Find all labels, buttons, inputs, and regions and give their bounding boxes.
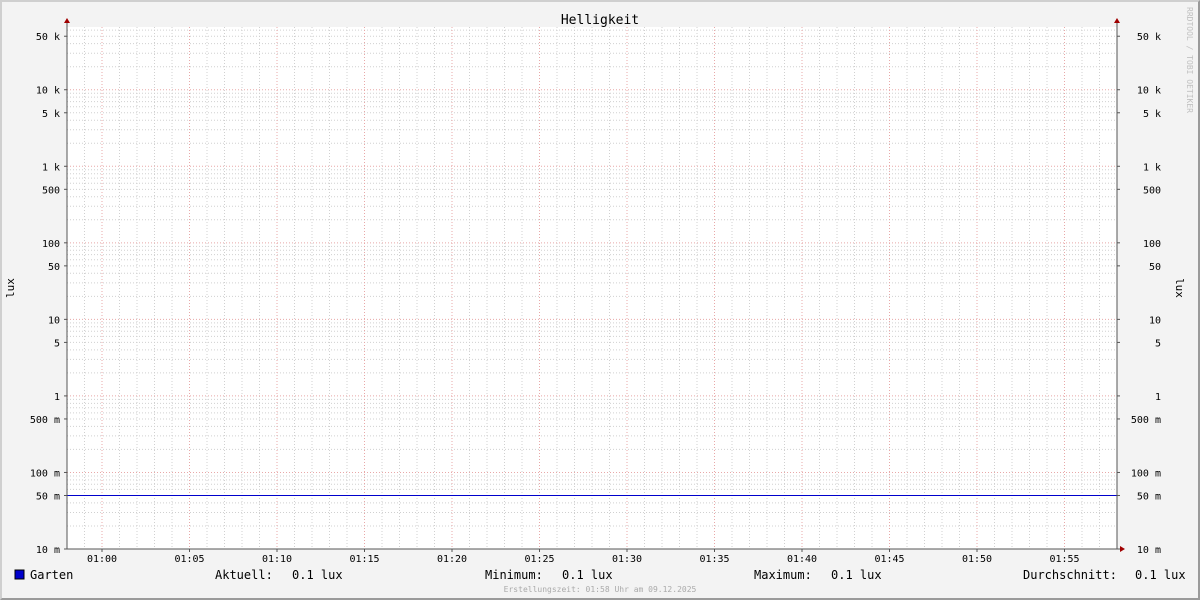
y-tick-label-left: 50 m [36,491,60,502]
y-tick-label-right: 10 [1149,315,1161,326]
watermark: RRDTOOL / TOBI OETIKER [1185,7,1194,113]
y-tick-label-right: 100 [1143,239,1161,250]
x-tick-label: 01:30 [612,554,642,565]
y-tick-label-right: 500 [1143,185,1161,196]
y-tick-label-left: 100 [42,239,60,250]
y-tick-label-left: 5 [54,338,60,349]
legend-minimum-label: Minimum: [485,568,543,582]
x-tick-label: 01:25 [524,554,554,565]
x-tick-label: 01:45 [874,554,904,565]
footer-timestamp: Erstellungszeit: 01:58 Uhr am 09.12.2025 [504,585,697,594]
legend-swatch-garten [14,569,25,580]
legend-series-name: Garten [30,568,73,582]
legend-durchschnitt-label: Durchschnitt: [1023,568,1117,582]
y-tick-label-left: 500 m [30,415,60,426]
y-tick-label-right: 50 [1149,262,1161,273]
legend-aktuell-label: Aktuell: [215,568,273,582]
x-tick-label: 01:20 [437,554,467,565]
y-axis-arrow-right [1114,18,1120,23]
y-axis-label-right: lux [1173,278,1186,298]
legend-aktuell-value: 0.1 lux [292,568,343,582]
x-tick-label: 01:40 [787,554,817,565]
y-tick-label-left: 500 [42,185,60,196]
x-tick-label: 01:00 [87,554,117,565]
y-axis-arrow-left [64,18,70,23]
y-tick-label-right: 500 m [1131,415,1161,426]
x-tick-label: 01:05 [174,554,204,565]
y-tick-label-left: 50 [48,262,60,273]
y-tick-label-right: 1 k [1143,162,1161,173]
x-tick-label: 01:10 [262,554,292,565]
y-tick-label-right: 10 k [1137,86,1161,97]
chart-title: Helligkeit [561,13,639,28]
legend-maximum-value: 0.1 lux [831,568,882,582]
y-tick-label-right: 5 [1155,338,1161,349]
x-tick-label: 01:35 [699,554,729,565]
y-tick-label-left: 1 [54,392,60,403]
y-tick-label-left: 10 m [36,545,60,556]
y-tick-label-left: 10 [48,315,60,326]
legend-maximum-label: Maximum: [754,568,812,582]
legend-minimum-value: 0.1 lux [562,568,613,582]
y-tick-label-right: 50 k [1137,32,1161,43]
y-tick-label-left: 5 k [42,109,60,120]
y-tick-label-left: 10 k [36,86,60,97]
y-axis-label-left: lux [4,278,17,298]
x-tick-label: 01:15 [349,554,379,565]
y-tick-label-left: 1 k [42,162,60,173]
grid [66,27,1118,552]
y-tick-label-left: 100 m [30,468,60,479]
y-tick-label-right: 100 m [1131,468,1161,479]
y-tick-label-right: 50 m [1137,491,1161,502]
y-tick-label-right: 10 m [1137,545,1161,556]
y-tick-label-right: 1 [1155,392,1161,403]
y-tick-label-right: 5 k [1143,109,1161,120]
x-tick-label: 01:50 [962,554,992,565]
legend-durchschnitt-value: 0.1 lux [1135,568,1186,582]
x-tick-label: 01:55 [1049,554,1079,565]
x-axis-arrow [1120,546,1125,552]
y-tick-label-left: 50 k [36,32,60,43]
